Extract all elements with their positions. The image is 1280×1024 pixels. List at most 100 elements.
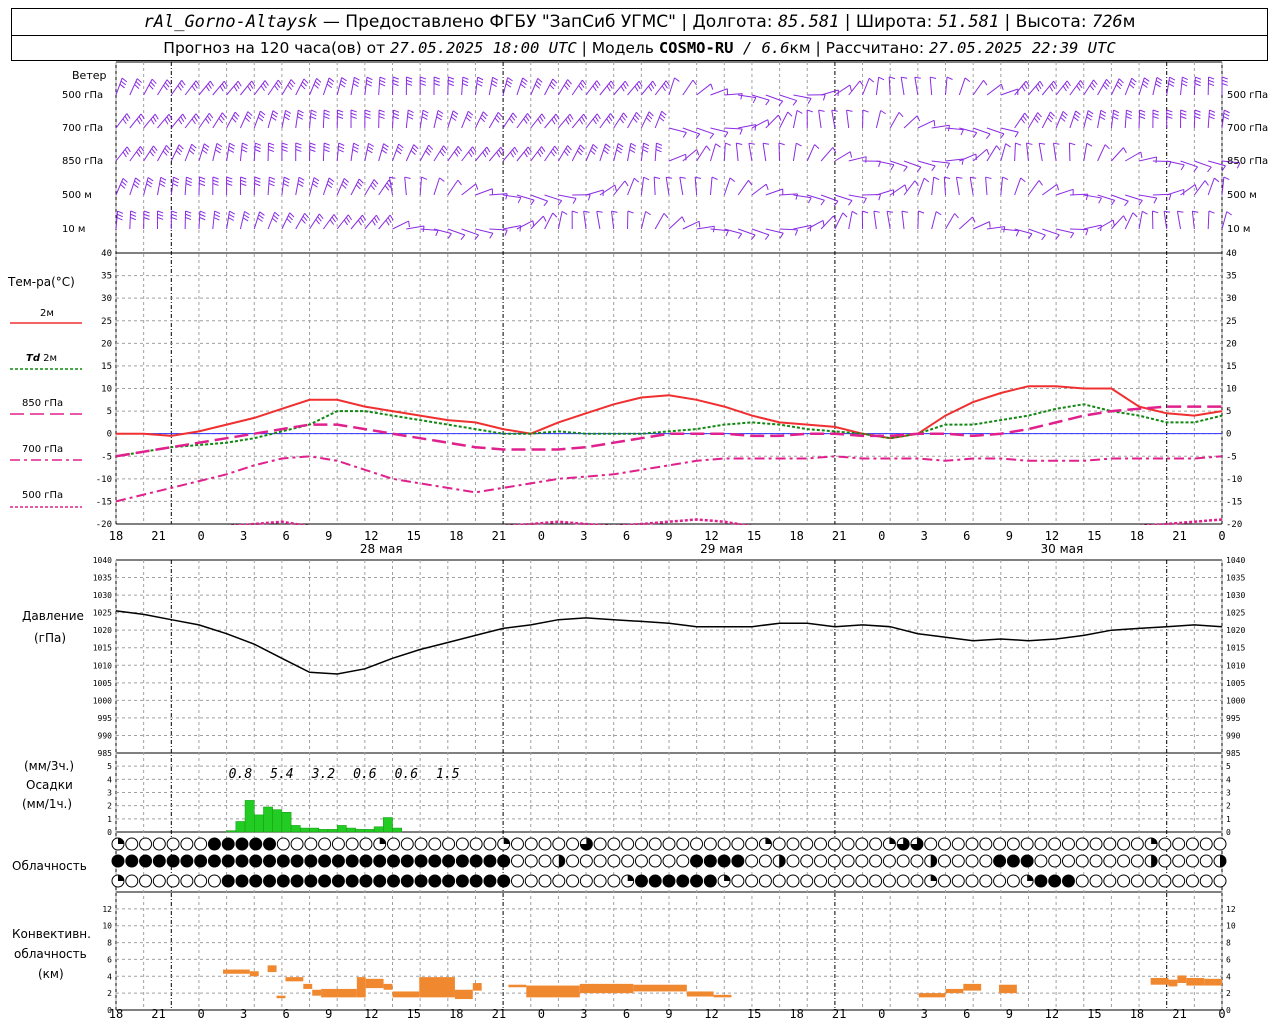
wind-barb <box>115 77 128 96</box>
wind-barb <box>516 194 535 206</box>
wind-barb <box>779 111 793 129</box>
wind-barb <box>738 94 757 104</box>
wind-barb-shaft <box>1041 111 1051 129</box>
cloud-circle <box>152 854 166 868</box>
wind-barb-flag <box>406 83 413 86</box>
cloud-cover-symbol <box>125 837 139 851</box>
wind-barb-flag <box>337 149 344 153</box>
wind-barb-flag <box>724 131 729 138</box>
wind-barb-flag <box>166 116 171 123</box>
cloud-cover-symbol <box>1020 837 1034 851</box>
wind-barb-shaft <box>806 144 816 162</box>
cloud-circle <box>483 837 497 851</box>
wind-barb-shaft <box>710 88 728 96</box>
pressure-ytick-right: 990 <box>1226 731 1241 740</box>
wind-barb-shaft <box>240 80 253 96</box>
precip-unit-3h: (мм/3ч.) <box>24 759 75 773</box>
wind-barb <box>1207 109 1216 129</box>
wind-barb-flag <box>1144 77 1150 82</box>
wind-barb-flag <box>1139 116 1146 120</box>
wind-level-label-right: 500 гПа <box>1227 90 1269 101</box>
wind-barb-flag <box>715 143 721 148</box>
wind-barb-flag <box>818 109 825 112</box>
wind-barb-shaft <box>613 180 626 196</box>
cloud-cover-symbol <box>758 837 772 851</box>
cloud-circle <box>662 874 676 888</box>
cloud-cover-symbol <box>882 854 896 868</box>
wind-barb <box>309 109 317 129</box>
wind-barb-flag <box>1208 210 1215 214</box>
cloud-cover-symbol <box>717 837 731 851</box>
wind-barb-flag <box>124 115 129 122</box>
wind-barb-flag <box>439 150 445 157</box>
convective-bar <box>999 984 1017 994</box>
wind-barb-flag <box>1073 116 1079 122</box>
cloud-cover-symbol <box>648 837 662 851</box>
wind-barb-shaft <box>212 211 216 230</box>
wind-barb-flag <box>152 116 157 123</box>
wind-barb-flag <box>489 232 494 239</box>
wind-barb-flag <box>946 162 951 169</box>
wind-barb <box>226 210 236 230</box>
conv-ytick-right: 8 <box>1226 939 1231 948</box>
wind-barb-shaft <box>1207 110 1210 129</box>
wind-barb-shaft <box>820 215 834 230</box>
wind-barb-shaft <box>502 112 514 129</box>
wind-barb-flag <box>820 199 825 206</box>
wind-barb-shaft <box>959 153 977 162</box>
cloud-cover-symbol <box>455 854 469 868</box>
wind-barb-flag <box>592 144 598 149</box>
wind-barb-flag <box>190 146 196 152</box>
wind-barb-flag <box>121 77 128 83</box>
precip-bar <box>327 829 338 833</box>
wind-barb-flag <box>616 149 622 154</box>
wind-barb-flag <box>654 176 661 180</box>
wind-barb-shaft <box>115 211 119 230</box>
cloud-cover-symbol <box>1075 874 1089 888</box>
hour-tick-label-top: 18 <box>449 529 463 543</box>
wind-barb-flag <box>337 109 344 113</box>
cloud-circle <box>690 837 704 851</box>
wind-barb-flag <box>268 145 275 149</box>
wind-barb-flag <box>233 85 238 92</box>
wind-barb <box>364 109 371 129</box>
cloud-circle <box>207 837 221 851</box>
cloud-circle <box>910 874 924 888</box>
wind-barb-shaft <box>267 212 276 230</box>
wind-barb <box>1138 109 1146 129</box>
wind-barb-shaft <box>295 110 299 129</box>
wind-barb-flag <box>162 150 168 156</box>
wind-barb-flag <box>486 146 491 153</box>
wind-barb-flag <box>441 148 446 154</box>
cloud-cover-symbol <box>924 837 938 851</box>
cloud-circle <box>359 874 373 888</box>
wind-barb-flag <box>457 145 463 152</box>
wind-barb <box>1125 194 1143 206</box>
wind-barb-shaft <box>378 143 385 162</box>
wind-barb-flag <box>999 133 1005 139</box>
wind-barb-shaft <box>862 78 870 96</box>
wind-barb <box>322 214 338 230</box>
wind-barb <box>765 114 782 129</box>
wind-barb-flag <box>510 151 515 158</box>
wind-barb-flag <box>298 176 305 181</box>
wind-barb-flag <box>1056 184 1060 191</box>
cloud-cover-symbol <box>414 874 428 888</box>
cloud-circle <box>1048 874 1062 888</box>
wind-barb <box>585 113 601 129</box>
cloud-quarter <box>627 875 634 881</box>
cloud-circle <box>951 854 965 868</box>
cloud-cover-symbol <box>703 837 717 851</box>
wind-barb-flag <box>212 183 219 186</box>
wind-barb-shaft <box>640 143 644 162</box>
wind-barb-shaft <box>779 193 798 196</box>
wind-barb-shaft <box>654 143 657 162</box>
wind-barb <box>640 111 654 129</box>
wind-barb <box>558 194 577 204</box>
wind-barb-shaft <box>613 80 626 96</box>
wind-barb-flag <box>353 80 360 84</box>
wind-barb-shaft <box>392 220 409 230</box>
wind-barb-shaft <box>793 94 812 99</box>
wind-barb <box>212 112 227 129</box>
hour-tick-label-top: 3 <box>580 529 587 543</box>
